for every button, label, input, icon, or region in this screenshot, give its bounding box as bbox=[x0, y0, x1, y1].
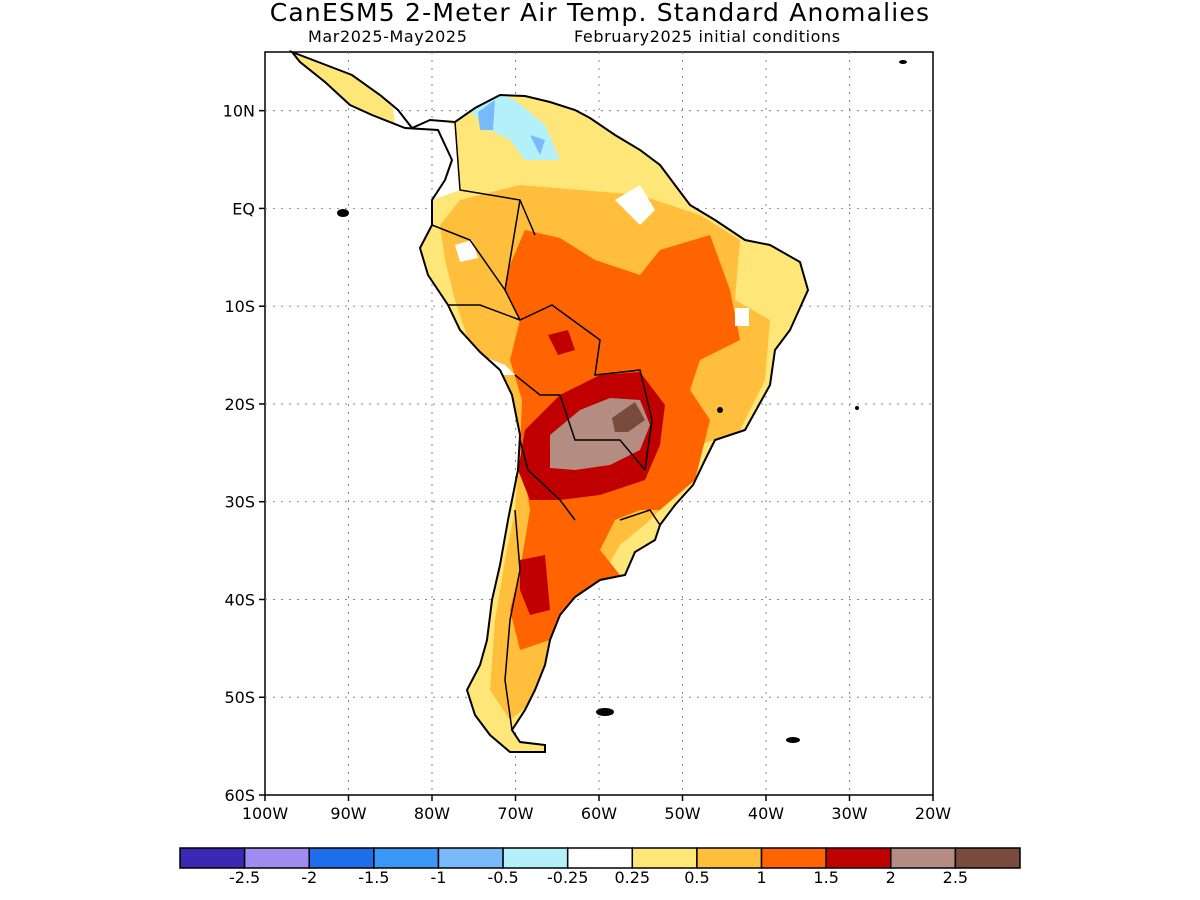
legend-label: 0.25 bbox=[614, 868, 650, 887]
legend-label: -0.25 bbox=[547, 868, 588, 887]
cool-anomaly-mid-b bbox=[530, 135, 545, 155]
neutral-spot-ne bbox=[735, 308, 749, 326]
forecast-period: Mar2025-May2025 bbox=[308, 27, 468, 46]
lon-tick-label: 50W bbox=[664, 804, 700, 823]
legend-label: -1.5 bbox=[358, 868, 389, 887]
legend-swatch bbox=[631, 847, 698, 869]
lon-tick-label: 30W bbox=[831, 804, 867, 823]
longitude-axis: 100W 90W 80W 70W 60W 50W 40W 30W 20W bbox=[242, 795, 951, 823]
lon-tick-label: 80W bbox=[414, 804, 450, 823]
legend-swatch bbox=[890, 847, 957, 869]
legend-swatch bbox=[825, 847, 892, 869]
lon-tick-label: 40W bbox=[748, 804, 784, 823]
legend-label: -2.5 bbox=[229, 868, 260, 887]
legend-label: 2 bbox=[886, 868, 896, 887]
legend-swatch bbox=[760, 847, 827, 869]
legend-swatch bbox=[373, 847, 440, 869]
color-legend: -2.5 -2 -1.5 -1 -0.5 -0.25 0.25 0.5 1 1.5 2 2.5 bbox=[179, 847, 1021, 887]
legend-label: 2.5 bbox=[943, 868, 968, 887]
legend-swatch bbox=[179, 847, 246, 869]
legend-label: -2 bbox=[301, 868, 317, 887]
neutral-area-guiana bbox=[615, 185, 655, 225]
islands bbox=[337, 60, 907, 743]
lat-tick-label: 60S bbox=[224, 786, 255, 805]
anomaly-band-max bbox=[612, 402, 645, 432]
legend-label: 1.5 bbox=[813, 868, 838, 887]
legend-label: -0.5 bbox=[487, 868, 518, 887]
lat-tick-label: 20S bbox=[224, 395, 255, 414]
latitude-axis: 10N EQ 10S 20S 30S 40S 50S 60S bbox=[223, 102, 265, 805]
neutral-spot-andes bbox=[455, 240, 478, 262]
legend-swatch bbox=[954, 847, 1021, 869]
legend-swatch bbox=[308, 847, 375, 869]
lat-tick-label: 10N bbox=[223, 102, 255, 121]
lat-tick-label: 40S bbox=[224, 590, 255, 609]
anomaly-band-2c bbox=[520, 555, 550, 615]
lat-tick-label: 30S bbox=[224, 493, 255, 512]
legend-label: -1 bbox=[430, 868, 446, 887]
legend-swatch bbox=[437, 847, 504, 869]
legend-swatch bbox=[566, 847, 634, 869]
lon-tick-label: 60W bbox=[581, 804, 617, 823]
weak-anomaly-ne bbox=[740, 245, 790, 300]
anomaly-band-2b bbox=[548, 330, 575, 355]
legend-label: 1 bbox=[756, 868, 766, 887]
legend-swatch bbox=[696, 847, 763, 869]
lon-tick-label: 70W bbox=[497, 804, 533, 823]
legend-swatch bbox=[502, 847, 569, 869]
lat-tick-label: 50S bbox=[224, 688, 255, 707]
legend-swatch bbox=[243, 847, 310, 869]
legend-label: 0.5 bbox=[684, 868, 709, 887]
lon-tick-label: 20W bbox=[915, 804, 951, 823]
initial-conditions: February2025 initial conditions bbox=[574, 27, 841, 46]
lat-tick-label: 10S bbox=[224, 297, 255, 316]
lon-tick-label: 100W bbox=[242, 804, 289, 823]
cool-anomaly-mid bbox=[478, 100, 495, 130]
coastline bbox=[288, 49, 810, 753]
country-borders bbox=[431, 121, 661, 731]
lon-tick-label: 90W bbox=[330, 804, 366, 823]
chart-title: CanESM5 2-Meter Air Temp. Standard Anoma… bbox=[269, 0, 931, 27]
lat-tick-label: EQ bbox=[232, 199, 255, 218]
